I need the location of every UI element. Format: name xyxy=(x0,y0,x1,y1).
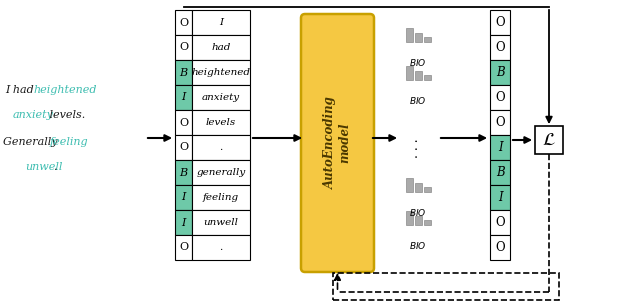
Text: O: O xyxy=(495,241,505,254)
Bar xyxy=(192,85,250,110)
Bar xyxy=(192,135,250,160)
Text: $BIO$: $BIO$ xyxy=(409,240,427,251)
Bar xyxy=(406,66,413,80)
Bar xyxy=(192,185,250,210)
Text: I: I xyxy=(498,141,502,154)
Bar xyxy=(490,60,510,85)
Bar xyxy=(175,60,192,85)
Text: $\mathcal{L}$: $\mathcal{L}$ xyxy=(542,131,556,149)
Bar xyxy=(333,273,559,300)
Bar xyxy=(424,37,431,42)
Text: heightened: heightened xyxy=(191,68,250,77)
Text: O: O xyxy=(495,216,505,229)
Bar xyxy=(175,10,192,35)
Bar xyxy=(192,10,250,35)
Text: .: . xyxy=(53,162,57,172)
Text: B: B xyxy=(179,167,188,178)
Text: O: O xyxy=(495,116,505,129)
Text: O: O xyxy=(495,16,505,29)
Bar xyxy=(490,85,510,110)
Text: anxiety: anxiety xyxy=(202,93,240,102)
Bar xyxy=(490,185,510,210)
Bar xyxy=(192,60,250,85)
Bar xyxy=(415,216,422,225)
Bar xyxy=(175,110,192,135)
Text: O: O xyxy=(179,117,188,128)
Bar xyxy=(192,110,250,135)
Bar xyxy=(175,85,192,110)
Text: · · ·: · · · xyxy=(412,138,424,158)
Bar xyxy=(490,210,510,235)
Text: generally: generally xyxy=(196,168,246,177)
Text: I: I xyxy=(181,193,186,203)
Bar xyxy=(490,235,510,260)
Text: I: I xyxy=(219,18,223,27)
Text: had: had xyxy=(211,43,230,52)
Text: $BIO$: $BIO$ xyxy=(409,207,427,218)
Bar xyxy=(535,126,563,154)
Bar xyxy=(175,235,192,260)
Bar xyxy=(192,35,250,60)
Text: B: B xyxy=(496,66,504,79)
Bar xyxy=(192,210,250,235)
Bar xyxy=(192,160,250,185)
Text: O: O xyxy=(495,91,505,104)
Bar xyxy=(490,110,510,135)
Text: O: O xyxy=(179,42,188,52)
Bar xyxy=(406,28,413,42)
Bar xyxy=(490,10,510,35)
Text: I had: I had xyxy=(5,85,37,95)
Text: B: B xyxy=(496,166,504,179)
Bar xyxy=(192,235,250,260)
Text: unwell: unwell xyxy=(204,218,239,227)
Text: .: . xyxy=(220,143,223,152)
Text: .: . xyxy=(220,243,223,252)
Text: feeling: feeling xyxy=(50,137,88,147)
Bar xyxy=(175,35,192,60)
Text: anxiety: anxiety xyxy=(13,110,54,120)
Text: I: I xyxy=(498,191,502,204)
Bar xyxy=(424,75,431,80)
Bar xyxy=(424,187,431,192)
Bar xyxy=(490,35,510,60)
Text: unwell: unwell xyxy=(25,162,62,172)
Bar xyxy=(406,211,413,225)
Bar xyxy=(175,185,192,210)
Bar xyxy=(175,160,192,185)
Text: $BIO$: $BIO$ xyxy=(409,57,427,68)
Bar xyxy=(415,71,422,80)
Text: Generally: Generally xyxy=(3,137,61,147)
Text: O: O xyxy=(179,17,188,27)
Text: AutoEncoding
model: AutoEncoding model xyxy=(323,97,351,189)
Bar xyxy=(490,160,510,185)
Text: $BIO$: $BIO$ xyxy=(409,95,427,106)
Text: O: O xyxy=(495,41,505,54)
Text: feeling: feeling xyxy=(203,193,239,202)
Text: levels.: levels. xyxy=(46,110,85,120)
Text: I: I xyxy=(181,218,186,228)
Bar xyxy=(490,135,510,160)
Bar xyxy=(424,220,431,225)
Bar xyxy=(175,135,192,160)
Bar xyxy=(175,210,192,235)
Text: heightened: heightened xyxy=(33,85,97,95)
Text: O: O xyxy=(179,142,188,153)
Text: O: O xyxy=(179,243,188,253)
Text: levels: levels xyxy=(206,118,236,127)
Text: I: I xyxy=(181,92,186,103)
Text: B: B xyxy=(179,67,188,77)
Bar xyxy=(406,178,413,192)
Bar xyxy=(415,33,422,42)
Bar xyxy=(415,183,422,192)
FancyBboxPatch shape xyxy=(301,14,374,272)
